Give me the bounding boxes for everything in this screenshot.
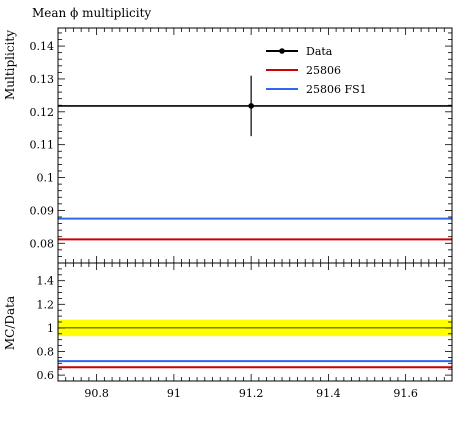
xtick-label: 90.8: [84, 387, 109, 400]
main-ytick-label: 0.1: [37, 172, 55, 185]
ratio-ytick-label: 1.4: [37, 275, 55, 288]
xtick-label: 91.2: [239, 387, 264, 400]
xtick-label: 91.6: [393, 387, 418, 400]
ratio-ytick-label: 0.6: [37, 369, 55, 382]
main-ytick-label: 0.08: [30, 237, 55, 250]
data-point: [248, 103, 254, 109]
ratio-ytick-label: 1.2: [37, 298, 55, 311]
ratio-ytick-label: 1: [47, 322, 54, 335]
main-panel: 0.08 0.09 0.1 0.11 0.12 0.13 0.14 Data 25806 2580…: [30, 27, 453, 264]
main-ytick-label: 0.11: [30, 139, 55, 152]
main-frame: [57, 27, 453, 264]
chart-title: Mean ϕ multiplicity: [32, 6, 151, 20]
main-ytick-label: 0.14: [30, 40, 55, 53]
ratio-ylabel: MC/Data: [3, 296, 17, 350]
legend-marker: [279, 48, 285, 54]
main-ytick-label: 0.09: [30, 204, 55, 217]
legend-label-0: Data: [306, 45, 333, 58]
legend-label-1: 25806: [306, 64, 341, 77]
ratio-panel: 0.6 0.8 1 1.2 1.4 90.8 91 91.2 91.4 91.6: [37, 262, 453, 400]
main-ytick-label: 0.12: [30, 106, 55, 119]
main-ylabel: Multiplicity: [3, 30, 17, 100]
xtick-label: 91.4: [316, 387, 341, 400]
main-ytick-label: 0.13: [30, 73, 55, 86]
xtick-label: 91: [167, 387, 181, 400]
ratio-ytick-label: 0.8: [37, 346, 55, 359]
legend-label-2: 25806 FS1: [306, 83, 367, 96]
